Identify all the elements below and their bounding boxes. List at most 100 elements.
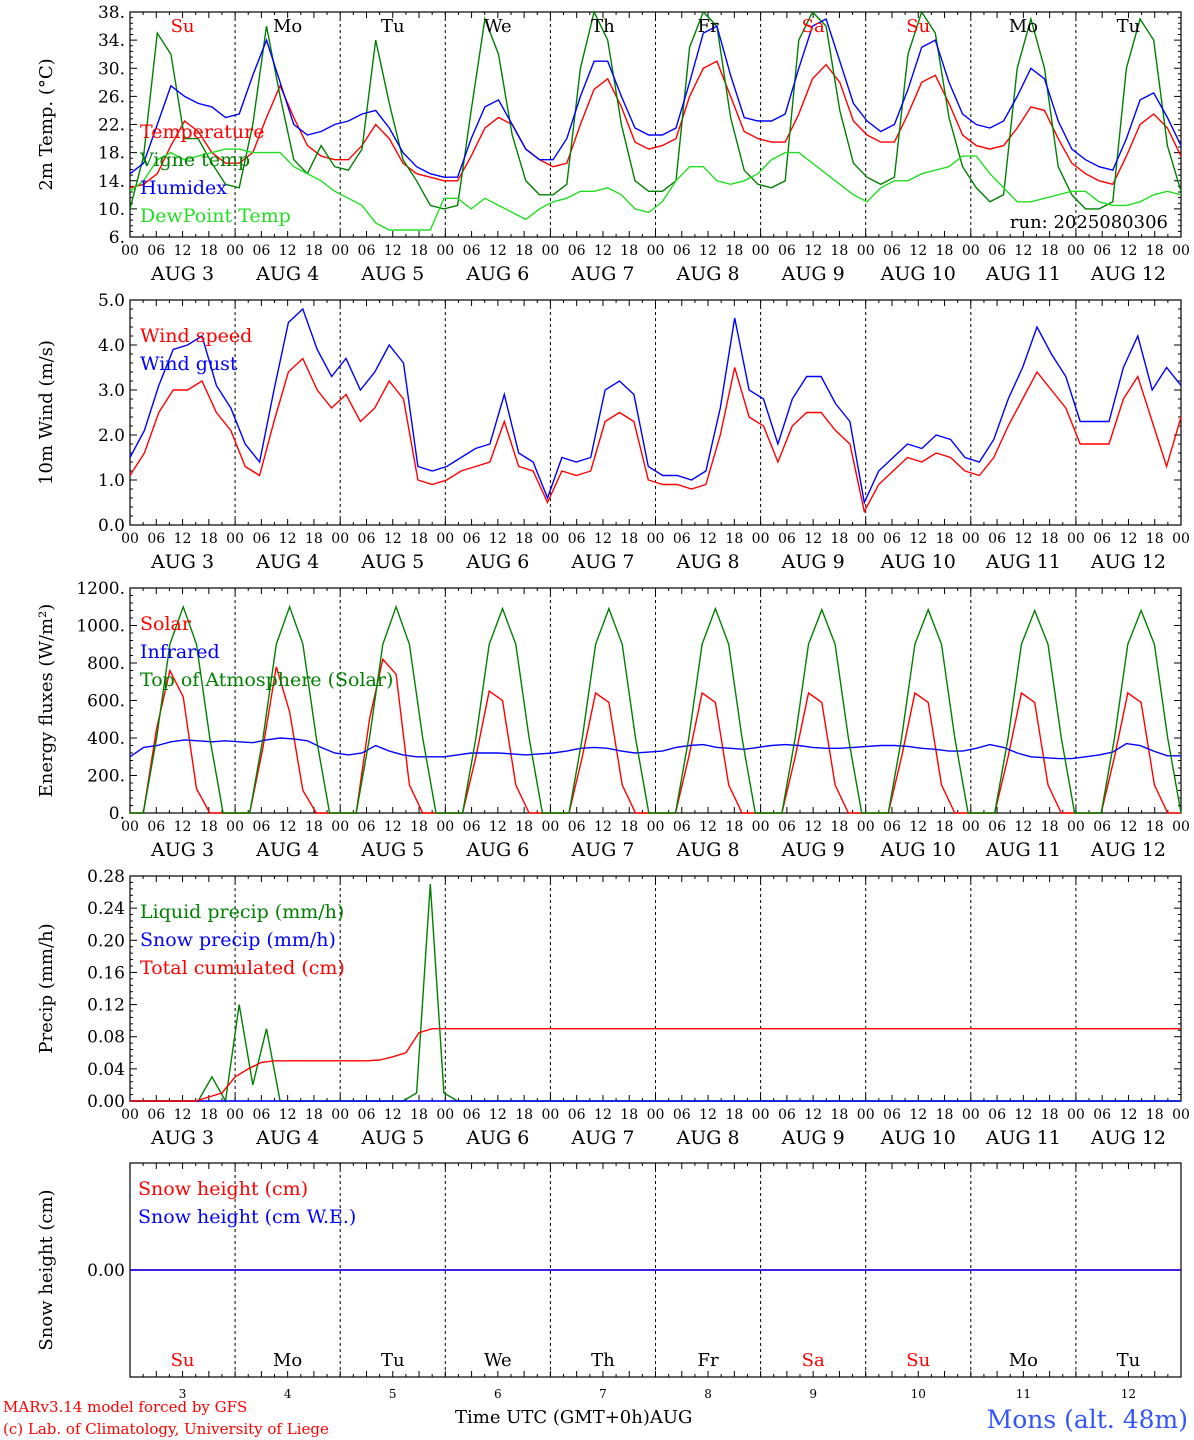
hour-tick-label: 00	[1172, 531, 1190, 547]
hour-tick-label: 00	[436, 243, 454, 259]
hour-tick-label: 12	[804, 531, 822, 547]
hour-tick-label: 18	[1041, 243, 1059, 259]
panel-frame	[129, 299, 1182, 526]
day-name-label: Th	[591, 1350, 615, 1371]
y-tick-label: 0.12	[87, 996, 125, 1016]
day-name-label: Mo	[1009, 1350, 1038, 1371]
hour-tick-label: 06	[883, 243, 901, 259]
hour-tick-label: 18	[410, 819, 428, 835]
hour-tick-label: 06	[568, 1107, 586, 1123]
panel-4: 0.00 0.04 0.08 0.12 0.16 0.20 0.24 0.28 Precip (…	[36, 867, 1190, 1149]
legend-entry: Snow height (cm W.E.)	[138, 1206, 356, 1228]
hour-tick-label: 06	[568, 819, 586, 835]
hour-tick-label: 12	[174, 243, 192, 259]
day-name-label: Fr	[698, 16, 719, 37]
hour-tick-label: 18	[515, 243, 533, 259]
hour-tick-label: 18	[936, 243, 954, 259]
hour-tick-label: 00	[1172, 1107, 1190, 1123]
hour-tick-label: 12	[594, 1107, 612, 1123]
panel-frame	[129, 587, 1182, 814]
hour-tick-label: 00	[436, 531, 454, 547]
legend-entry: Infrared	[140, 641, 220, 663]
y-tick-label: 0.00	[87, 1092, 125, 1112]
legend-entry: DewPoint Temp	[140, 205, 291, 227]
y-tick-label: 22.	[98, 116, 125, 136]
hour-tick-label: 18	[831, 531, 849, 547]
hour-tick-label: 18	[831, 243, 849, 259]
hour-tick-label: 18	[515, 531, 533, 547]
day-name-label: Sa	[802, 16, 825, 37]
series-wind-speed	[129, 357, 1182, 514]
date-label: AUG 11	[985, 551, 1061, 573]
hour-tick-label: 06	[568, 531, 586, 547]
panel-2: 0.0 1.0 2.0 3.0 4.0 5.0 10m Wind (m/s) Wind spe…	[36, 291, 1190, 573]
hour-tick-label: 12	[489, 531, 507, 547]
series-vigne-temp	[129, 9, 1182, 210]
y-tick-label: 4.0	[98, 336, 125, 356]
hour-tick-label: 00	[752, 243, 770, 259]
hour-tick-label: 18	[725, 819, 743, 835]
hour-tick-label: 06	[147, 243, 165, 259]
day-name-label: Mo	[273, 16, 302, 37]
date-label: AUG 12	[1090, 551, 1166, 573]
hour-tick-label: 00	[1067, 531, 1085, 547]
hour-tick-label: 06	[463, 531, 481, 547]
hour-tick-label: 00	[226, 243, 244, 259]
hour-tick-label: 00	[226, 1107, 244, 1123]
hour-tick-label: 00	[752, 1107, 770, 1123]
date-label: AUG 5	[360, 839, 424, 861]
hour-tick-label: 12	[594, 243, 612, 259]
hour-tick-label: 18	[200, 531, 218, 547]
hour-tick-label: 18	[620, 531, 638, 547]
hour-tick-label: 00	[436, 1107, 454, 1123]
legend-entry: Snow height (cm)	[138, 1178, 308, 1200]
hour-tick-label: 00	[962, 819, 980, 835]
hour-tick-label: 00	[647, 531, 665, 547]
hour-tick-label: 00	[1067, 819, 1085, 835]
date-label: AUG 4	[255, 551, 319, 573]
date-label: AUG 12	[1090, 839, 1166, 861]
legend-entry: Top of Atmosphere (Solar)	[140, 669, 393, 691]
y-tick-label: 1000.	[76, 617, 125, 637]
date-label: AUG 10	[880, 1127, 956, 1149]
hour-tick-label: 06	[252, 1107, 270, 1123]
hour-tick-label: 18	[1041, 819, 1059, 835]
series-humidex	[129, 17, 1182, 178]
hour-tick-label: 12	[489, 1107, 507, 1123]
hour-tick-label: 18	[725, 1107, 743, 1123]
hour-tick-label: 12	[1014, 819, 1032, 835]
y-tick-label: 26.	[98, 87, 125, 107]
hour-tick-label: 06	[463, 1107, 481, 1123]
hour-tick-label: 12	[699, 531, 717, 547]
hour-tick-label: 18	[1146, 243, 1164, 259]
hour-tick-label: 00	[1172, 819, 1190, 835]
hour-tick-label: 00	[121, 531, 139, 547]
y-tick-label: 0.04	[87, 1060, 125, 1080]
hour-tick-label: 06	[358, 1107, 376, 1123]
y-tick-label: 14.	[98, 172, 125, 192]
y-tick-label: 0.28	[87, 867, 125, 887]
hour-tick-label: 00	[647, 819, 665, 835]
series-total-cumulated-cm	[130, 1027, 1181, 1102]
date-label: AUG 5	[360, 1127, 424, 1149]
y-tick-label: 6.	[109, 228, 125, 248]
hour-tick-label: 06	[147, 1107, 165, 1123]
hour-tick-label: 12	[489, 819, 507, 835]
hour-tick-label: 00	[752, 531, 770, 547]
hour-tick-label: 12	[804, 1107, 822, 1123]
day-number-label: 11	[1016, 1387, 1031, 1401]
date-label: AUG 5	[360, 551, 424, 573]
legend-entry: Wind speed	[140, 325, 252, 347]
hour-tick-label: 18	[305, 819, 323, 835]
hour-tick-label: 18	[936, 1107, 954, 1123]
date-label: AUG 6	[465, 263, 529, 285]
date-label: AUG 5	[360, 263, 424, 285]
day-number-label: 4	[284, 1387, 292, 1401]
hour-tick-label: 06	[358, 531, 376, 547]
date-label: AUG 8	[676, 551, 740, 573]
date-label: AUG 12	[1090, 1127, 1166, 1149]
legend-entry: Liquid precip (mm/h)	[140, 901, 344, 923]
day-number-label: 7	[599, 1387, 607, 1401]
series-top-of-atmosphere-solar	[130, 604, 1182, 814]
